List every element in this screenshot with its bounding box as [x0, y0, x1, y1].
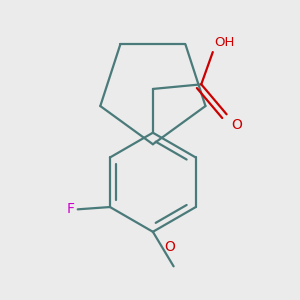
Text: F: F — [66, 202, 74, 216]
Text: O: O — [164, 240, 175, 254]
Text: O: O — [231, 118, 242, 132]
Text: OH: OH — [214, 36, 234, 49]
